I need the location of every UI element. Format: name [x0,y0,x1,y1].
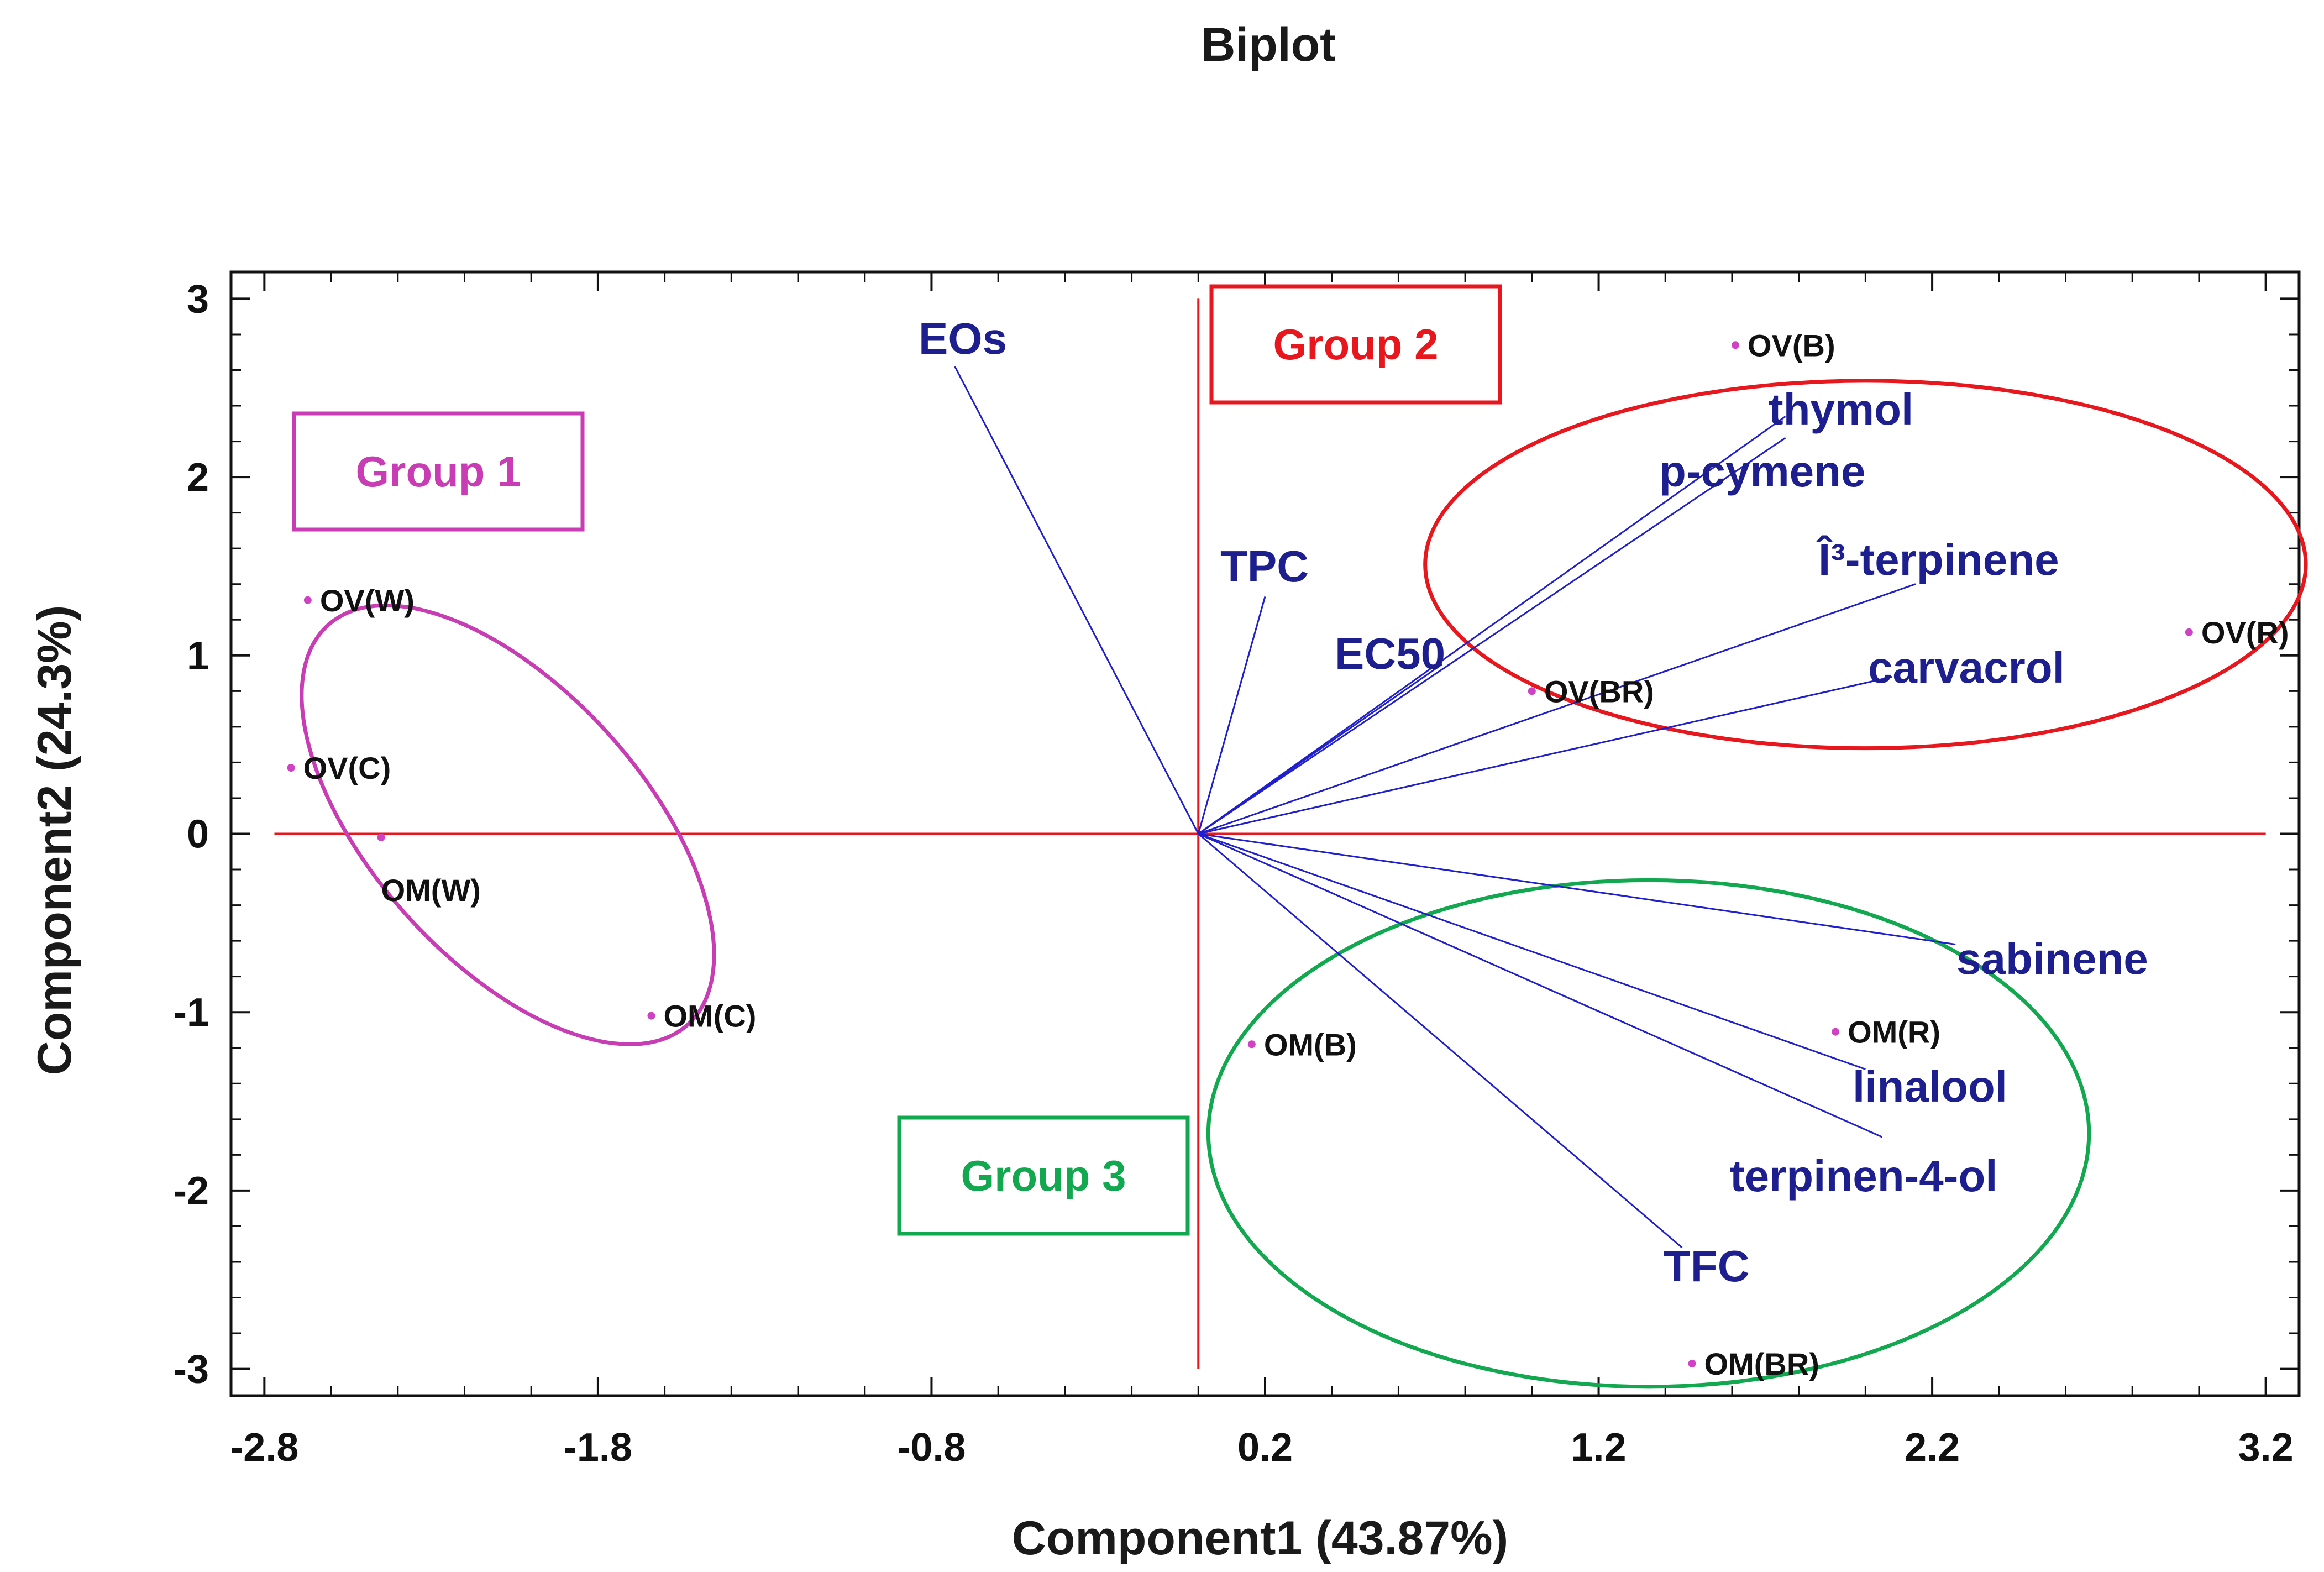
y-tick-label: -3 [174,1348,209,1392]
observation-point [1688,1359,1696,1367]
group-ellipse-1 [300,603,716,1046]
y-tick-label: 1 [187,634,209,678]
observation-label: OV(W) [320,583,415,618]
variable-label: TFC [1664,1241,1750,1291]
observation-label: OV(B) [1748,328,1835,363]
observation-label: OV(R) [2201,615,2289,650]
x-tick-label: 3.2 [2238,1426,2294,1470]
loading-vector [1198,676,1893,835]
observation-point [377,833,385,841]
observation-label: OV(C) [303,751,391,785]
variable-label: terpinen-4-ol [1730,1151,1997,1201]
y-tick-label: 0 [187,813,209,857]
observation-label: OM(W) [381,873,481,908]
observation-label: OV(BR) [1544,674,1654,709]
group-label-3: Group 3 [961,1151,1126,1200]
x-axis-label: Component1 (43.87%) [1012,1512,1508,1565]
loading-vector [1198,833,1866,1070]
loading-vector [1198,437,1786,835]
x-tick-label: 2.2 [1905,1426,1960,1470]
observation-point [1247,1040,1256,1049]
observation-point [1528,687,1536,695]
observation-point [303,596,312,604]
variable-label: EC50 [1335,629,1445,678]
group-ellipse-2 [1423,379,2308,751]
chart-title: Biplot [1201,18,1336,71]
variable-label: Î³-terpinene [1816,535,2059,584]
y-tick-label: 3 [187,277,209,321]
group-ellipse-3 [1206,878,2091,1389]
variable-label: EOs [919,314,1007,363]
x-tick-label: 1.2 [1571,1426,1627,1470]
variable-label: thymol [1769,385,1913,434]
variable-label: carvacrol [1868,643,2065,692]
observation-point [287,764,295,772]
group-label-1: Group 1 [355,447,521,496]
loading-vector [1197,596,1266,834]
loading-vector [1198,583,1916,835]
variable-label: sabinene [1956,934,2148,983]
observation-point [2185,628,2193,636]
observation-point [1832,1028,1840,1036]
observation-label: OM(R) [1848,1015,1940,1050]
y-axis-label: Component2 (24.3%) [28,605,81,1076]
variable-label: linalool [1853,1062,2007,1111]
observation-label: OM(BR) [1704,1346,1819,1381]
group-box-1 [292,411,585,532]
loading-vector [954,366,1199,835]
group-box-2 [1209,284,1502,405]
x-tick-label: -1.8 [564,1426,632,1470]
group-label-2: Group 2 [1273,320,1438,369]
group-box-3 [897,1115,1190,1236]
x-tick-label: 0.2 [1237,1426,1293,1470]
loading-vector [1198,833,1956,946]
loading-vector [1198,833,1883,1138]
loading-vector [1198,833,1683,1249]
x-tick-label: -0.8 [897,1426,966,1470]
loading-vector [1198,416,1786,835]
variable-label: TPC [1220,542,1309,591]
observation-label: OM(B) [1264,1027,1357,1062]
y-tick-label: -2 [174,1169,209,1213]
y-tick-label: 2 [187,455,209,500]
observation-point [647,1012,655,1020]
variable-label: p-cymene [1659,447,1865,496]
y-tick-label: -1 [174,991,209,1035]
observation-label: OM(C) [663,999,756,1034]
observation-point [1732,341,1740,349]
x-tick-label: -2.8 [230,1426,298,1470]
